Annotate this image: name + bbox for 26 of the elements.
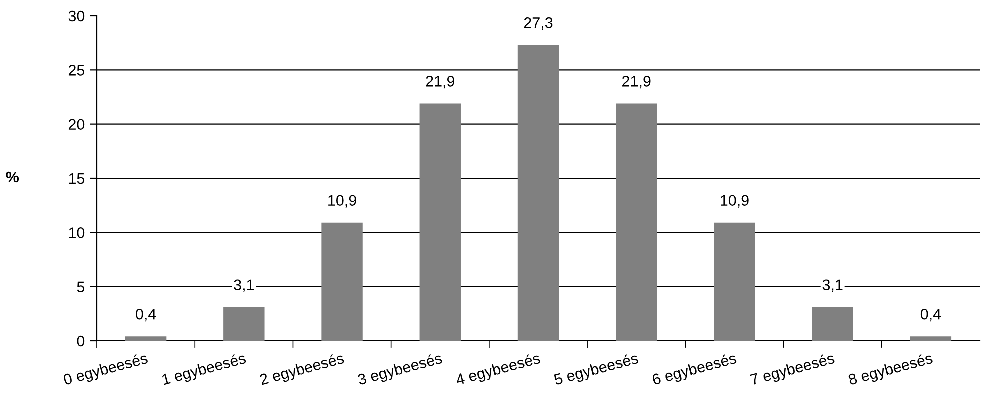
y-tick-label: 0 [77,336,85,347]
y-tick-label: 10 [69,228,85,238]
y-tick-label: 5 [77,282,85,293]
data-label: 10,9 [328,195,356,208]
bar [910,336,952,341]
data-label: 0,4 [920,308,942,322]
y-tick-label: 25 [68,65,85,76]
data-label: 27,3 [524,18,553,30]
bar [224,307,265,341]
data-label: 3,1 [234,280,254,292]
data-label: 21,9 [622,76,651,89]
bar [812,307,854,341]
data-label: 10,9 [721,195,749,208]
data-label: 3,1 [822,280,843,292]
y-tick-label: 15 [69,174,85,184]
bar [714,222,756,341]
data-label: 0,4 [136,308,156,322]
data-label: 21,9 [426,76,455,89]
bar [518,45,560,341]
y-tick-label: 20 [68,119,85,130]
bar [616,104,658,341]
y-axis-title: % [6,172,20,183]
bar [322,222,363,341]
bar [125,336,167,341]
y-tick-label: 30 [68,10,85,22]
bar [420,104,461,341]
